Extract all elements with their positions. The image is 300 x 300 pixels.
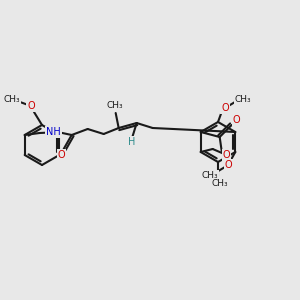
Text: O: O xyxy=(224,160,232,170)
Text: CH₃: CH₃ xyxy=(235,94,251,103)
Text: CH₃: CH₃ xyxy=(4,94,20,103)
Text: NH: NH xyxy=(46,127,61,137)
Text: CH₃: CH₃ xyxy=(212,178,228,188)
Text: H: H xyxy=(128,137,135,147)
Text: O: O xyxy=(27,101,35,111)
Text: O: O xyxy=(221,103,229,113)
Text: O: O xyxy=(233,115,241,125)
Text: CH₃: CH₃ xyxy=(201,170,217,179)
Text: O: O xyxy=(58,150,65,160)
Text: O: O xyxy=(223,150,230,160)
Text: CH₃: CH₃ xyxy=(106,101,123,110)
